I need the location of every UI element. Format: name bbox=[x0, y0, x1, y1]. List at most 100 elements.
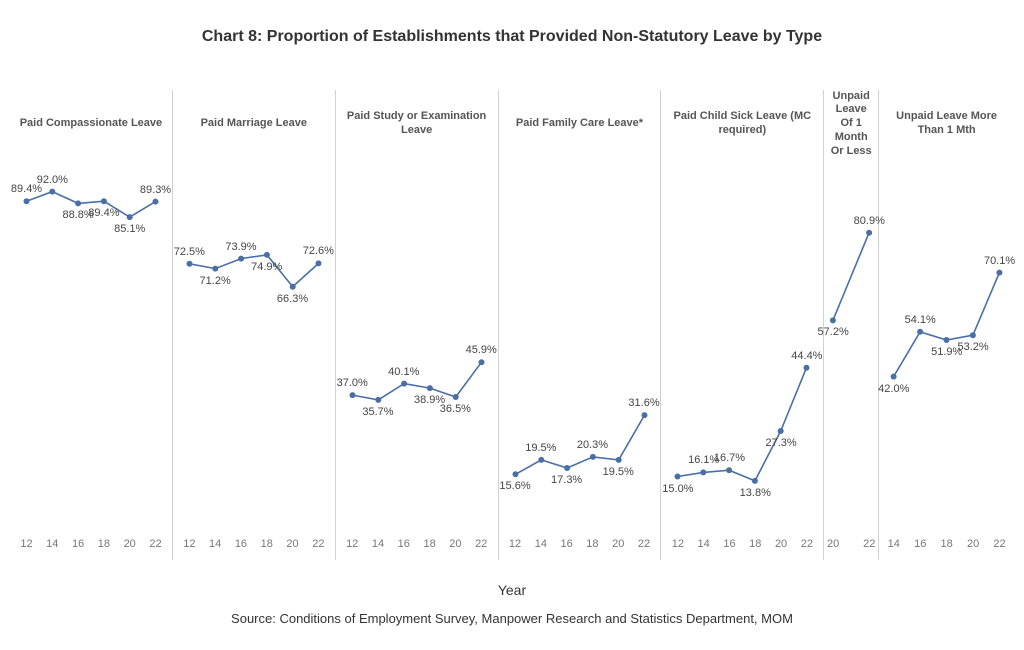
x-tick: 16 bbox=[914, 538, 926, 550]
data-label: 35.7% bbox=[362, 406, 393, 418]
panel-header: Paid Child Sick Leave (MC required) bbox=[665, 90, 819, 158]
x-axis: 121416182022 bbox=[16, 538, 166, 554]
x-tick: 18 bbox=[586, 538, 598, 550]
x-tick: 22 bbox=[312, 538, 324, 550]
x-tick: 12 bbox=[346, 538, 358, 550]
data-label: 36.5% bbox=[440, 403, 471, 415]
x-tick: 20 bbox=[827, 538, 839, 550]
data-marker bbox=[866, 230, 872, 236]
panel-header: Paid Family Care Leave* bbox=[503, 90, 657, 158]
data-label: 45.9% bbox=[466, 344, 497, 356]
data-marker bbox=[349, 392, 355, 398]
data-label: 66.3% bbox=[277, 293, 308, 305]
x-tick: 12 bbox=[20, 538, 32, 550]
x-tick: 20 bbox=[967, 538, 979, 550]
data-marker bbox=[726, 467, 732, 473]
data-marker bbox=[153, 199, 159, 205]
data-marker bbox=[944, 337, 950, 343]
data-label: 20.3% bbox=[577, 439, 608, 451]
panel-header: Unpaid Leave Of 1 Month Or Less bbox=[828, 90, 874, 158]
data-marker bbox=[830, 317, 836, 323]
data-marker bbox=[891, 374, 897, 380]
data-label: 40.1% bbox=[388, 366, 419, 378]
x-axis: 121416182022 bbox=[667, 538, 817, 554]
data-marker bbox=[315, 260, 321, 266]
data-marker bbox=[49, 189, 55, 195]
chart-panel: Paid Family Care Leave* 15.6% 19.5% 17.3% 20… bbox=[499, 90, 662, 560]
x-tick: 12 bbox=[672, 538, 684, 550]
x-tick: 14 bbox=[888, 538, 900, 550]
data-marker bbox=[427, 385, 433, 391]
x-tick: 22 bbox=[475, 538, 487, 550]
x-tick: 20 bbox=[612, 538, 624, 550]
data-marker bbox=[101, 198, 107, 204]
data-label: 72.6% bbox=[303, 245, 334, 257]
data-label: 17.3% bbox=[551, 474, 582, 486]
panel-header: Unpaid Leave More Than 1 Mth bbox=[883, 90, 1010, 158]
x-tick: 14 bbox=[535, 538, 547, 550]
panels-row: Paid Compassionate Leave89.4%92.0%88.8%8… bbox=[10, 90, 1014, 560]
plot-area: 72.5%71.2%73.9%74.9%66.3%72.6% bbox=[179, 162, 329, 532]
data-label: 27.3% bbox=[765, 437, 796, 449]
data-label: 42.0% bbox=[878, 383, 909, 395]
data-marker bbox=[264, 252, 270, 258]
data-marker bbox=[512, 471, 518, 477]
x-tick: 20 bbox=[449, 538, 461, 550]
data-label: 57.2% bbox=[818, 326, 849, 338]
plot-area: 42.0%54.1%51.9%53.2%70.1% bbox=[885, 162, 1008, 532]
x-tick: 16 bbox=[561, 538, 573, 550]
x-tick: 20 bbox=[775, 538, 787, 550]
x-tick: 16 bbox=[72, 538, 84, 550]
data-marker bbox=[238, 256, 244, 262]
data-label: 70.1% bbox=[984, 255, 1015, 267]
x-axis: 121416182022 bbox=[505, 538, 655, 554]
data-label: 44.4% bbox=[791, 350, 822, 362]
data-label: 73.9% bbox=[225, 241, 256, 253]
panel-header: Paid Study or Examination Leave bbox=[340, 90, 494, 158]
data-label: 37.0% bbox=[337, 377, 368, 389]
data-marker bbox=[997, 270, 1003, 276]
data-marker bbox=[452, 394, 458, 400]
data-marker bbox=[564, 465, 570, 471]
chart-panel: Unpaid Leave Of 1 Month Or Less57.2%80.9… bbox=[824, 90, 879, 560]
data-label: 31.6% bbox=[628, 397, 659, 409]
line-svg bbox=[179, 162, 329, 532]
data-marker bbox=[778, 428, 784, 434]
data-marker bbox=[75, 200, 81, 206]
x-tick: 20 bbox=[124, 538, 136, 550]
data-label: 19.5% bbox=[603, 466, 634, 478]
x-tick: 14 bbox=[698, 538, 710, 550]
x-tick: 16 bbox=[723, 538, 735, 550]
chart-panel: Unpaid Leave More Than 1 Mth42.0%54.1%51… bbox=[879, 90, 1014, 560]
data-label: 92.0% bbox=[37, 174, 68, 186]
x-axis: 1416182022 bbox=[885, 538, 1008, 554]
data-label: 15.6% bbox=[499, 480, 530, 492]
plot-area: 37.0%35.7%40.1%38.9%36.5%45.9% bbox=[342, 162, 492, 532]
x-tick: 18 bbox=[261, 538, 273, 550]
panel-header: Paid Marriage Leave bbox=[177, 90, 331, 158]
x-tick: 12 bbox=[509, 538, 521, 550]
data-marker bbox=[641, 412, 647, 418]
series-line bbox=[833, 233, 869, 321]
x-tick: 22 bbox=[149, 538, 161, 550]
data-marker bbox=[970, 332, 976, 338]
data-marker bbox=[290, 284, 296, 290]
data-label: 16.7% bbox=[714, 452, 745, 464]
x-tick: 14 bbox=[209, 538, 221, 550]
data-marker bbox=[375, 397, 381, 403]
plot-area: 89.4%92.0%88.8%89.4%85.1%89.3% bbox=[16, 162, 166, 532]
chart-panel: Paid Child Sick Leave (MC required)15.0%… bbox=[661, 90, 824, 560]
data-marker bbox=[401, 381, 407, 387]
data-label: 54.1% bbox=[905, 314, 936, 326]
data-label: 13.8% bbox=[740, 487, 771, 499]
x-tick: 22 bbox=[993, 538, 1005, 550]
data-label: 71.2% bbox=[200, 275, 231, 287]
source-text: Source: Conditions of Employment Survey,… bbox=[0, 611, 1024, 626]
x-axis: 2022 bbox=[830, 538, 872, 554]
chart-title: Chart 8: Proportion of Establishments th… bbox=[0, 0, 1024, 46]
data-marker bbox=[478, 359, 484, 365]
line-svg bbox=[667, 162, 817, 532]
data-marker bbox=[752, 478, 758, 484]
x-axis-title: Year bbox=[0, 582, 1024, 598]
data-marker bbox=[615, 457, 621, 463]
